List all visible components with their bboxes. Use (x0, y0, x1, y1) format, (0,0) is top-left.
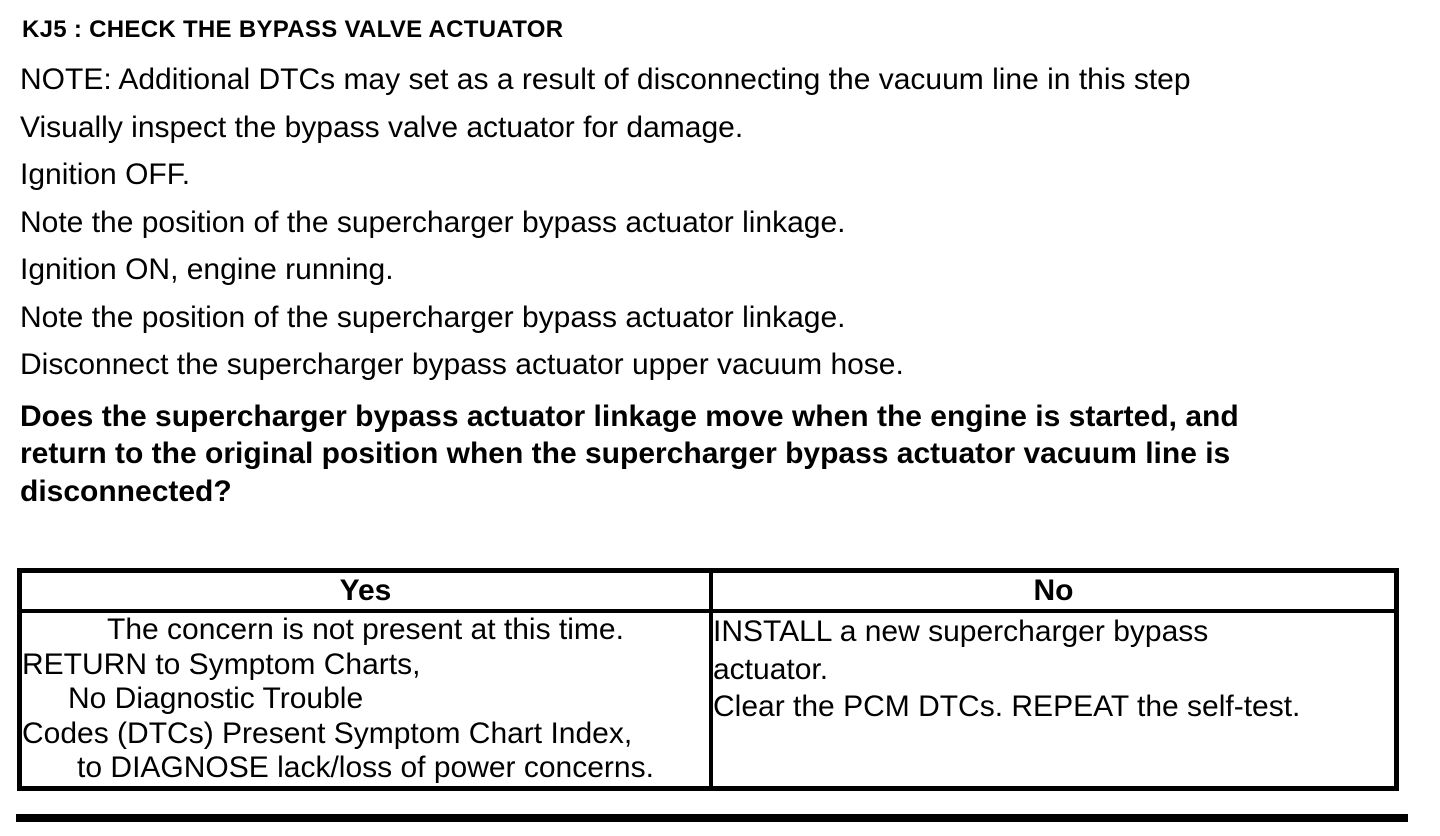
decision-question: Does the supercharger bypass actuator li… (20, 398, 1440, 511)
no-column-header: No (711, 570, 1397, 613)
no-action-line: actuator. (713, 652, 829, 686)
result-table-body-row: The concern is not present at this time.… (19, 611, 1397, 788)
question-line: disconnected? (20, 474, 232, 508)
yes-no-result-table: Yes No The concern is not present at thi… (17, 568, 1399, 791)
result-table-header-row: Yes No (19, 570, 1397, 613)
no-action-line: INSTALL a new supercharger bypass (713, 615, 1209, 648)
yes-action-line: The concern is not present at this time. (107, 613, 624, 646)
step-line: Note the position of the supercharger by… (20, 205, 846, 239)
page-title: KJ5 : CHECK THE BYPASS VALVE ACTUATOR (22, 16, 564, 43)
yes-action-line: to DIAGNOSE lack/loss of power concerns. (77, 751, 654, 784)
no-action-cell: INSTALL a new supercharger bypass actuat… (711, 611, 1397, 788)
question-line: Does the supercharger bypass actuator li… (20, 399, 1239, 433)
procedure-steps: NOTE: Additional DTCs may set as a resul… (20, 56, 1440, 389)
step-line: Disconnect the supercharger bypass actua… (20, 348, 904, 381)
yes-column-header: Yes (19, 570, 713, 613)
step-line: Ignition OFF. (20, 158, 191, 191)
section-divider-rule (16, 813, 1408, 822)
yes-action-line: No Diagnostic Trouble (68, 682, 364, 715)
step-line: Visually inspect the bypass valve actuat… (20, 110, 744, 144)
step-line: Ignition ON, engine running. (20, 253, 394, 286)
yes-action-cell: The concern is not present at this time.… (19, 611, 713, 788)
step-line: Note the position of the supercharger by… (20, 300, 846, 334)
yes-action-line: RETURN to Symptom Charts, (22, 647, 421, 681)
yes-action-line: Codes (DTCs) Present Symptom Chart Index… (22, 716, 633, 750)
note-line: NOTE: Additional DTCs may set as a resul… (20, 63, 1191, 96)
question-line: return to the original position when the… (20, 437, 1231, 470)
no-action-line: Clear the PCM DTCs. REPEAT the self-test… (713, 690, 1301, 723)
